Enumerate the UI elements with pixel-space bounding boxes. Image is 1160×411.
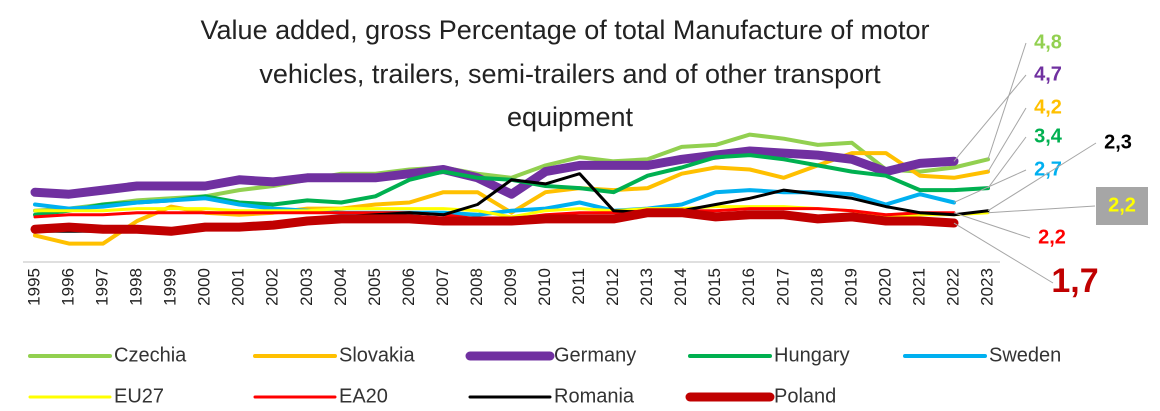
data-label: 3,4 — [1034, 125, 1063, 147]
series-line — [30, 208, 959, 236]
legend-label: Slovakia — [339, 344, 415, 366]
data-label: 2,2 — [1108, 194, 1136, 216]
legend-label: Germany — [554, 344, 636, 366]
data-label: 2,2 — [1038, 226, 1066, 248]
leader-line — [987, 142, 1097, 212]
x-tick-label: 2003 — [297, 268, 316, 306]
x-tick-label: 2006 — [399, 268, 418, 306]
leader-line — [953, 212, 1031, 239]
x-tick-label: 2018 — [807, 268, 826, 306]
x-tick-label: 2023 — [977, 268, 996, 306]
x-tick-label: 2010 — [535, 268, 554, 306]
x-tick-label: 1998 — [127, 268, 146, 306]
x-tick-label: 2013 — [637, 268, 656, 306]
data-label: 1,7 — [1051, 262, 1098, 300]
leader-line — [953, 74, 1027, 162]
x-tick-label: 2015 — [705, 268, 724, 306]
data-label: 2,3 — [1104, 131, 1132, 153]
x-tick-label: 2002 — [263, 268, 282, 306]
x-tick-label: 2005 — [365, 268, 384, 306]
leader-line — [987, 136, 1027, 189]
legend-label: Sweden — [989, 344, 1061, 366]
x-tick-label: 1999 — [161, 268, 180, 306]
x-tick-label: 2000 — [195, 268, 214, 306]
data-label: 4,2 — [1034, 96, 1062, 118]
x-tick-label: 2007 — [433, 268, 452, 306]
chart-title: Value added, gross Percentage of total M… — [201, 15, 930, 45]
x-tick-label: 1995 — [24, 268, 43, 306]
x-tick-label: 2011 — [569, 268, 588, 305]
legend-label: Hungary — [774, 344, 850, 366]
series-line — [30, 146, 959, 199]
legend-label: Czechia — [114, 344, 187, 366]
leader-line — [953, 169, 1027, 203]
x-tick-label: 2022 — [943, 268, 962, 306]
x-tick-label: 2019 — [841, 268, 860, 306]
x-tick-label: 2012 — [603, 268, 622, 306]
legend-label: Poland — [774, 385, 836, 407]
leader-line — [987, 42, 1027, 160]
chart-title: vehicles, trailers, semi-trailers and of… — [259, 59, 881, 89]
label-box — [1096, 187, 1148, 225]
leader-line — [953, 222, 1054, 284]
legend-label: EA20 — [339, 385, 388, 407]
x-tick-label: 2016 — [739, 268, 758, 306]
x-tick-label: 2004 — [331, 268, 350, 306]
x-tick-label: 1996 — [59, 268, 78, 306]
chart-title: equipment — [507, 102, 634, 132]
x-tick-label: 2001 — [229, 268, 248, 306]
x-tick-label: 2020 — [875, 268, 894, 306]
x-tick-label: 2021 — [909, 268, 928, 306]
data-label: 2,7 — [1034, 158, 1062, 180]
x-tick-label: 2008 — [467, 268, 486, 306]
leader-line — [987, 107, 1027, 172]
x-tick-label: 1997 — [93, 268, 112, 306]
legend-label: EU27 — [114, 385, 164, 407]
legend-label: Romania — [554, 385, 635, 407]
leader-line — [987, 205, 1096, 214]
data-label: 4,7 — [1034, 63, 1062, 85]
data-label: 4,8 — [1034, 31, 1062, 53]
x-tick-label: 2009 — [501, 268, 520, 306]
x-tick-label: 2014 — [671, 268, 690, 306]
x-tick-label: 2017 — [773, 268, 792, 306]
